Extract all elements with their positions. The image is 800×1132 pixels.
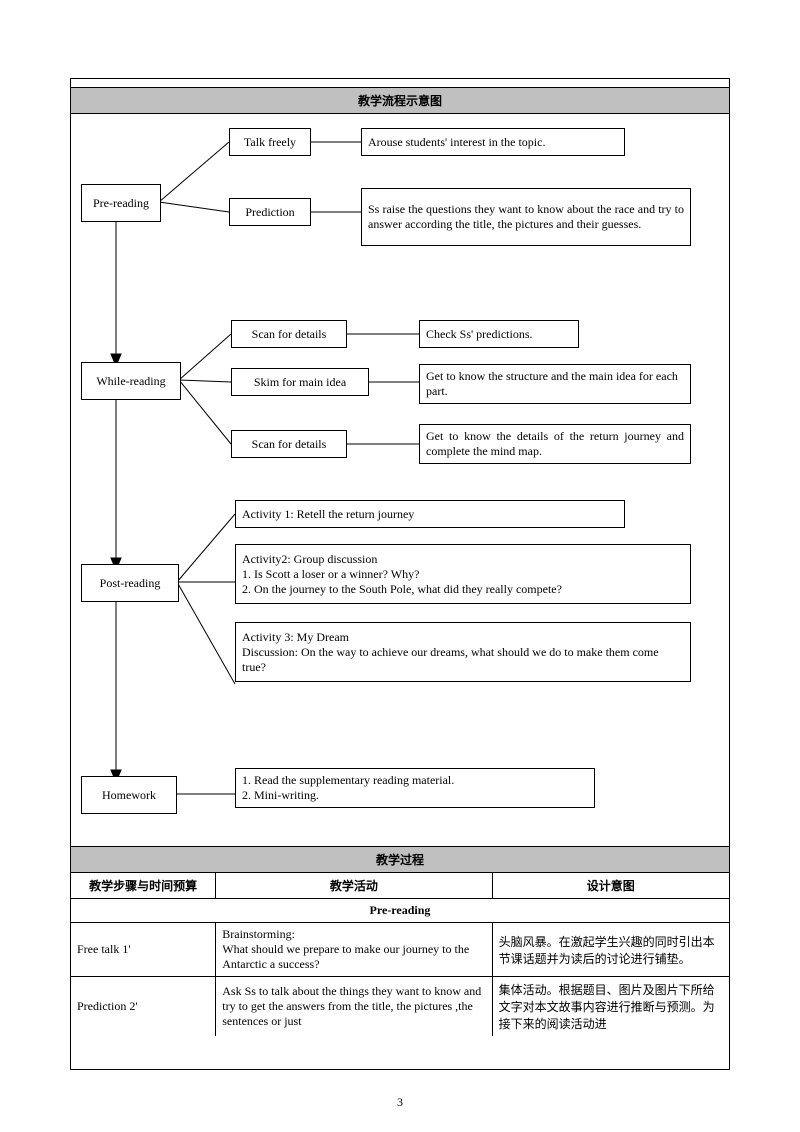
stage-post-reading: Post-reading [81, 564, 179, 602]
table-header-intent: 设计意图 [492, 873, 729, 899]
skim-main-idea: Skim for main idea [231, 368, 369, 396]
stage-homework: Homework [81, 776, 177, 814]
pre-reading-row: Pre-reading [71, 899, 729, 923]
step-cell: Free talk 1' [71, 923, 216, 977]
scan-desc-1: Check Ss' predictions. [419, 320, 579, 348]
scan-details-2: Scan for details [231, 430, 347, 458]
scan-details-1: Scan for details [231, 320, 347, 348]
stage-pre-reading: Pre-reading [81, 184, 161, 222]
prediction: Prediction [229, 198, 311, 226]
intent-cell: 头脑风暴。在激起学生兴趣的同时引出本节课话题并为读后的讨论进行铺垫。 [492, 923, 729, 977]
activity-cell: Ask Ss to talk about the things they wan… [216, 977, 492, 1037]
intent-cell: 集体活动。根据题目、图片及图片下所给文字对本文故事内容进行推断与预测。为接下来的… [492, 977, 729, 1037]
scan-desc-2: Get to know the details of the return jo… [419, 424, 691, 464]
step-cell: Prediction 2' [71, 977, 216, 1037]
page-number: 3 [0, 1095, 800, 1110]
table-row: Prediction 2' Ask Ss to talk about the t… [71, 977, 729, 1037]
homework-desc: 1. Read the supplementary reading materi… [235, 768, 595, 808]
activity-1: Activity 1: Retell the return journey [235, 500, 625, 528]
prediction-desc: Ss raise the questions they want to know… [361, 188, 691, 246]
talk-freely-desc: Arouse students' interest in the topic. [361, 128, 625, 156]
procedure-title: 教学过程 [71, 846, 729, 873]
activity-3: Activity 3: My Dream Discussion: On the … [235, 622, 691, 682]
empty-cell [71, 79, 729, 88]
talk-freely: Talk freely [229, 128, 311, 156]
activity-2: Activity2: Group discussion 1. Is Scott … [235, 544, 691, 604]
skim-desc: Get to know the structure and the main i… [419, 364, 691, 404]
flowchart-title: 教学流程示意图 [71, 88, 729, 114]
flowchart-area: Pre-reading Talk freely Prediction Arous… [71, 114, 729, 846]
table-header-activity: 教学活动 [216, 873, 492, 899]
table-row: Free talk 1' Brainstorming: What should … [71, 923, 729, 977]
stage-while-reading: While-reading [81, 362, 181, 400]
table-header-step: 教学步骤与时间预算 [71, 873, 216, 899]
procedure-table: 教学步骤与时间预算 教学活动 设计意图 Pre-reading Free tal… [71, 873, 729, 1036]
activity-cell: Brainstorming: What should we prepare to… [216, 923, 492, 977]
